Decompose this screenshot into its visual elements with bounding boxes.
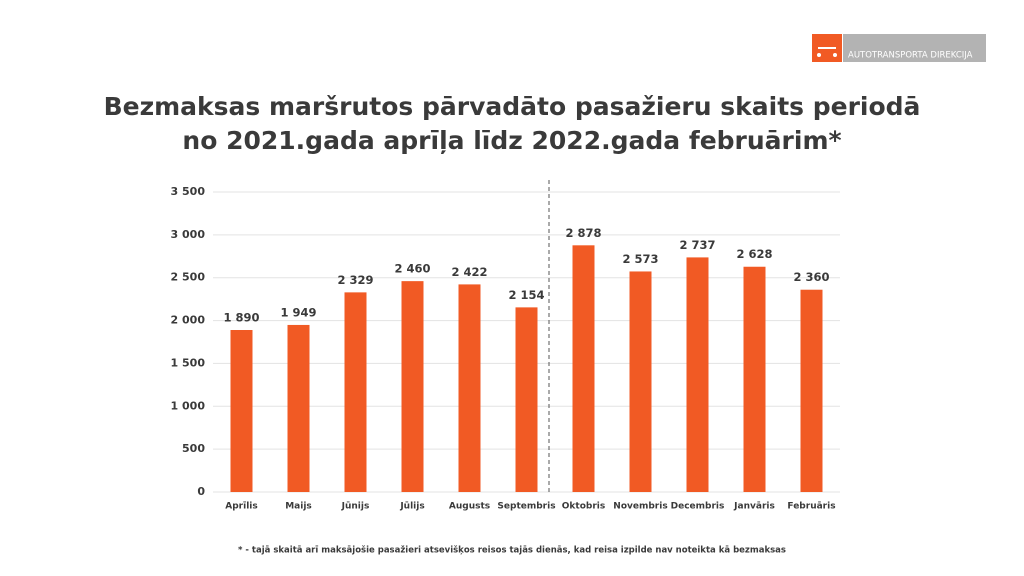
bar bbox=[401, 281, 424, 492]
x-tick-label: Jūnijs bbox=[341, 502, 370, 512]
footnote: * - tajā skaitā arī maksājošie pasažieri… bbox=[238, 545, 786, 556]
value-label: 1 890 bbox=[223, 311, 259, 325]
bar bbox=[743, 266, 766, 492]
y-tick-label: 2 000 bbox=[171, 314, 206, 327]
value-label: 2 628 bbox=[736, 247, 772, 261]
x-tick-label: Augusts bbox=[449, 502, 490, 512]
y-tick-label: 3 000 bbox=[171, 228, 206, 241]
bar bbox=[458, 284, 481, 492]
y-tick-label: 1 000 bbox=[171, 399, 206, 412]
value-label: 2 878 bbox=[565, 226, 601, 240]
value-label: 2 460 bbox=[394, 262, 430, 276]
value-label: 2 422 bbox=[451, 265, 487, 279]
bar bbox=[344, 292, 367, 492]
x-tick-label: Februāris bbox=[787, 502, 835, 512]
value-label: 2 737 bbox=[679, 238, 715, 252]
x-tick-label: Oktobris bbox=[562, 502, 605, 512]
x-tick-label: Maijs bbox=[285, 502, 312, 512]
x-tick-label: Jūlijs bbox=[399, 502, 424, 512]
y-tick-label: 2 500 bbox=[171, 271, 206, 284]
y-tick-label: 500 bbox=[182, 442, 205, 455]
bar bbox=[800, 289, 823, 492]
value-label: 2 329 bbox=[337, 273, 373, 287]
y-tick-label: 3 500 bbox=[171, 185, 206, 198]
y-tick-label: 0 bbox=[197, 485, 205, 498]
bar bbox=[230, 330, 253, 492]
y-tick-label: 1 500 bbox=[171, 356, 206, 369]
x-tick-label: Janvāris bbox=[733, 502, 775, 512]
logo-glyph bbox=[818, 47, 836, 49]
logo-glyph bbox=[817, 53, 821, 57]
brand: AUTOTRANSPORTA DIREKCIJA bbox=[848, 51, 973, 61]
chart-title: Bezmaksas maršrutos pārvadāto pasažieru … bbox=[104, 92, 921, 121]
value-label: 1 949 bbox=[280, 305, 316, 319]
chart-title: no 2021.gada aprīļa līdz 2022.gada febru… bbox=[182, 126, 841, 155]
logo-band bbox=[843, 34, 986, 62]
x-tick-label: Septembris bbox=[497, 502, 555, 512]
value-label: 2 573 bbox=[622, 252, 658, 266]
value-label: 2 360 bbox=[793, 270, 829, 284]
value-label: 2 154 bbox=[508, 288, 544, 302]
x-tick-label: Aprīlis bbox=[225, 502, 257, 512]
bar bbox=[287, 324, 310, 492]
bar bbox=[686, 257, 709, 492]
bar bbox=[629, 271, 652, 492]
x-tick-label: Decembris bbox=[671, 502, 725, 512]
logo-glyph bbox=[833, 53, 837, 57]
x-tick-label: Novembris bbox=[613, 502, 667, 512]
bar bbox=[572, 245, 595, 492]
bar bbox=[515, 307, 538, 492]
